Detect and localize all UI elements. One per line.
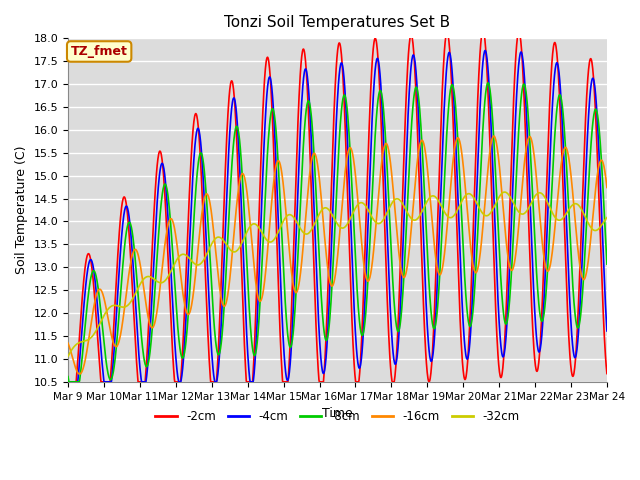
-16cm: [64, 340, 72, 346]
-8cm: [244, 294, 252, 300]
-2cm: [171, 379, 179, 385]
-4cm: [492, 243, 500, 249]
-4cm: [421, 274, 429, 280]
-8cm: [484, 80, 492, 86]
-4cm: [64, 379, 72, 385]
-32cm: [64, 353, 72, 359]
-8cm: [184, 312, 192, 317]
-16cm: [603, 185, 611, 191]
-8cm: [492, 181, 500, 187]
-8cm: [422, 208, 429, 214]
Text: TZ_fmet: TZ_fmet: [71, 45, 127, 58]
-4cm: [481, 48, 489, 53]
-16cm: [184, 312, 192, 317]
-16cm: [492, 139, 500, 144]
-4cm: [540, 311, 547, 317]
-16cm: [76, 371, 83, 377]
-32cm: [171, 261, 179, 266]
Line: -8cm: -8cm: [68, 83, 607, 382]
-2cm: [421, 335, 429, 341]
-32cm: [244, 227, 252, 232]
-8cm: [65, 379, 73, 385]
-2cm: [64, 379, 72, 385]
-32cm: [540, 192, 547, 198]
X-axis label: Time: Time: [322, 407, 353, 420]
Line: -4cm: -4cm: [68, 50, 607, 382]
Line: -2cm: -2cm: [68, 30, 607, 382]
-32cm: [421, 203, 429, 208]
-2cm: [479, 27, 487, 33]
Title: Tonzi Soil Temperatures Set B: Tonzi Soil Temperatures Set B: [225, 15, 451, 30]
-2cm: [603, 371, 611, 376]
Line: -32cm: -32cm: [68, 192, 607, 356]
-2cm: [184, 227, 192, 232]
-16cm: [244, 204, 252, 209]
Y-axis label: Soil Temperature (C): Soil Temperature (C): [15, 146, 28, 274]
-2cm: [492, 307, 500, 313]
-32cm: [603, 215, 611, 220]
-32cm: [501, 189, 509, 195]
Line: -16cm: -16cm: [68, 136, 607, 374]
-8cm: [540, 313, 547, 319]
-16cm: [172, 229, 179, 235]
-32cm: [184, 254, 192, 260]
-32cm: [492, 202, 499, 207]
-4cm: [184, 276, 192, 282]
-2cm: [540, 275, 547, 281]
-8cm: [64, 374, 72, 380]
-16cm: [540, 252, 547, 258]
-8cm: [603, 261, 611, 267]
-16cm: [490, 133, 498, 139]
Legend: -2cm, -4cm, -8cm, -16cm, -32cm: -2cm, -4cm, -8cm, -16cm, -32cm: [150, 405, 524, 428]
-8cm: [172, 288, 179, 294]
-16cm: [422, 149, 429, 155]
-4cm: [244, 358, 252, 363]
-4cm: [171, 339, 179, 345]
-2cm: [244, 379, 252, 385]
-4cm: [603, 328, 611, 334]
